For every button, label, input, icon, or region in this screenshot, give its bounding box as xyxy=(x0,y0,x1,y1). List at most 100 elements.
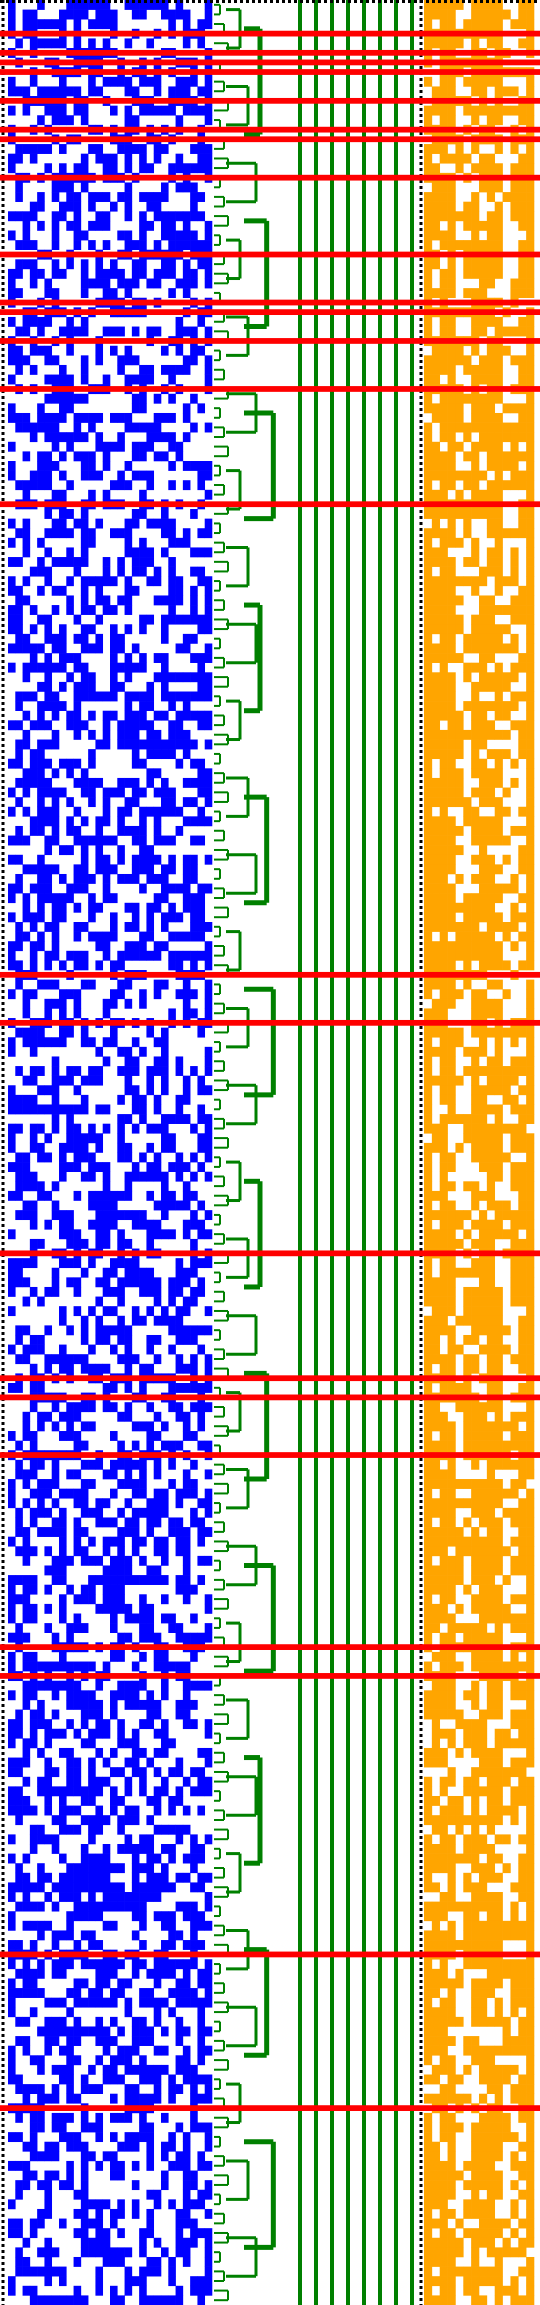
right-matrix-cell xyxy=(502,1344,511,1355)
right-matrix-cell xyxy=(431,470,441,481)
left-matrix-cell xyxy=(197,2093,206,2104)
right-matrix-cell xyxy=(463,1286,472,1297)
left-matrix-cell xyxy=(131,1056,140,1067)
left-matrix-cell xyxy=(44,278,53,289)
left-matrix-cell xyxy=(161,1844,169,1854)
right-matrix-cell xyxy=(424,1286,433,1297)
left-matrix-cell xyxy=(88,1575,96,1585)
right-matrix-cell xyxy=(463,1210,472,1221)
left-matrix-cell xyxy=(73,1882,82,1893)
left-matrix-cell xyxy=(66,1066,74,1076)
right-matrix-cell xyxy=(447,288,456,299)
left-matrix-cell xyxy=(44,345,53,356)
left-matrix-cell xyxy=(29,1238,38,1249)
left-matrix-cell xyxy=(95,2228,104,2239)
right-matrix-cell xyxy=(510,883,519,894)
left-matrix-cell xyxy=(8,1488,16,1499)
left-matrix-cell xyxy=(190,1431,198,1441)
right-matrix-cell xyxy=(510,1210,519,1221)
right-matrix-cell xyxy=(424,461,433,471)
left-matrix-cell xyxy=(139,864,147,875)
right-matrix-cell xyxy=(494,758,503,769)
left-matrix-cell xyxy=(161,1190,169,1201)
left-matrix-cell xyxy=(59,2266,67,2277)
left-matrix-cell xyxy=(8,163,16,174)
left-matrix-cell xyxy=(168,1853,176,1864)
left-matrix-cell xyxy=(44,422,53,433)
left-matrix-cell xyxy=(146,201,155,212)
right-matrix-cell xyxy=(518,1479,527,1489)
left-matrix-cell xyxy=(190,1325,198,1336)
left-matrix-cell xyxy=(29,1940,38,1950)
right-matrix-cell xyxy=(526,566,535,577)
left-matrix-cell xyxy=(51,998,60,1009)
right-matrix-cell xyxy=(479,326,488,337)
right-matrix-cell xyxy=(526,211,535,222)
left-matrix-cell xyxy=(153,1498,162,1509)
left-matrix-cell xyxy=(168,1479,176,1489)
left-matrix-cell xyxy=(204,1152,213,1163)
right-matrix-cell xyxy=(455,393,464,404)
left-matrix-cell xyxy=(66,86,74,97)
left-matrix-cell xyxy=(95,1162,104,1172)
left-matrix-cell xyxy=(204,1968,213,1979)
left-matrix-cell xyxy=(124,998,133,1009)
right-matrix-cell xyxy=(494,864,503,875)
left-matrix-cell xyxy=(153,768,162,779)
right-matrix-cell xyxy=(463,201,472,212)
left-matrix-cell xyxy=(168,1383,176,1393)
right-matrix-cell xyxy=(526,230,535,241)
right-matrix-cell xyxy=(486,1066,496,1076)
left-matrix-cell xyxy=(182,816,191,827)
left-matrix-cell xyxy=(190,230,198,241)
left-matrix-cell xyxy=(102,2228,111,2239)
right-matrix-cell xyxy=(447,1066,456,1076)
left-matrix-cell xyxy=(190,326,198,337)
right-matrix-cell xyxy=(447,691,456,702)
right-matrix-cell xyxy=(471,1488,480,1499)
left-matrix-cell xyxy=(44,864,53,875)
left-matrix-cell xyxy=(182,105,191,116)
right-matrix-cell xyxy=(526,1094,535,1105)
right-matrix-cell xyxy=(439,1315,448,1326)
right-matrix-cell xyxy=(518,220,527,231)
left-matrix-cell xyxy=(117,1459,125,1470)
left-matrix-cell xyxy=(190,1334,198,1345)
left-matrix-cell xyxy=(110,1786,118,1797)
left-matrix-cell xyxy=(66,480,74,491)
left-matrix-cell xyxy=(146,2208,155,2219)
right-matrix-cell xyxy=(518,729,527,740)
left-matrix-cell xyxy=(197,1767,206,1778)
left-matrix-cell xyxy=(175,720,184,731)
left-matrix-cell xyxy=(80,2199,89,2210)
left-matrix-cell xyxy=(153,1488,162,1499)
left-matrix-cell xyxy=(59,1536,67,1547)
left-matrix-cell xyxy=(197,2189,206,2200)
left-matrix-cell xyxy=(59,393,67,404)
right-matrix-cell xyxy=(431,825,441,836)
left-matrix-cell xyxy=(182,1008,191,1019)
right-matrix-cell xyxy=(510,1459,519,1470)
right-matrix-cell xyxy=(526,355,535,366)
right-matrix-cell xyxy=(479,1190,488,1201)
left-matrix-cell xyxy=(110,1988,118,1998)
left-matrix-cell xyxy=(95,441,104,452)
left-matrix-cell xyxy=(73,835,82,846)
left-matrix-cell xyxy=(182,633,191,644)
left-matrix-cell xyxy=(15,1210,23,1221)
left-matrix-cell xyxy=(59,403,67,414)
left-matrix-cell xyxy=(124,1459,133,1470)
left-matrix-cell xyxy=(22,710,31,721)
left-matrix-cell xyxy=(161,1786,169,1797)
right-matrix-cell xyxy=(424,950,433,961)
left-matrix-cell xyxy=(29,1584,38,1595)
right-matrix-cell xyxy=(471,412,480,423)
right-matrix-cell xyxy=(447,1296,456,1307)
left-matrix-cell xyxy=(8,1575,16,1585)
left-matrix-cell xyxy=(197,1286,206,1297)
right-matrix-cell xyxy=(486,1402,496,1413)
left-matrix-cell xyxy=(59,1008,67,1019)
right-matrix-cell xyxy=(510,1258,519,1269)
left-matrix-cell xyxy=(29,345,38,356)
left-matrix-cell xyxy=(73,1767,82,1778)
